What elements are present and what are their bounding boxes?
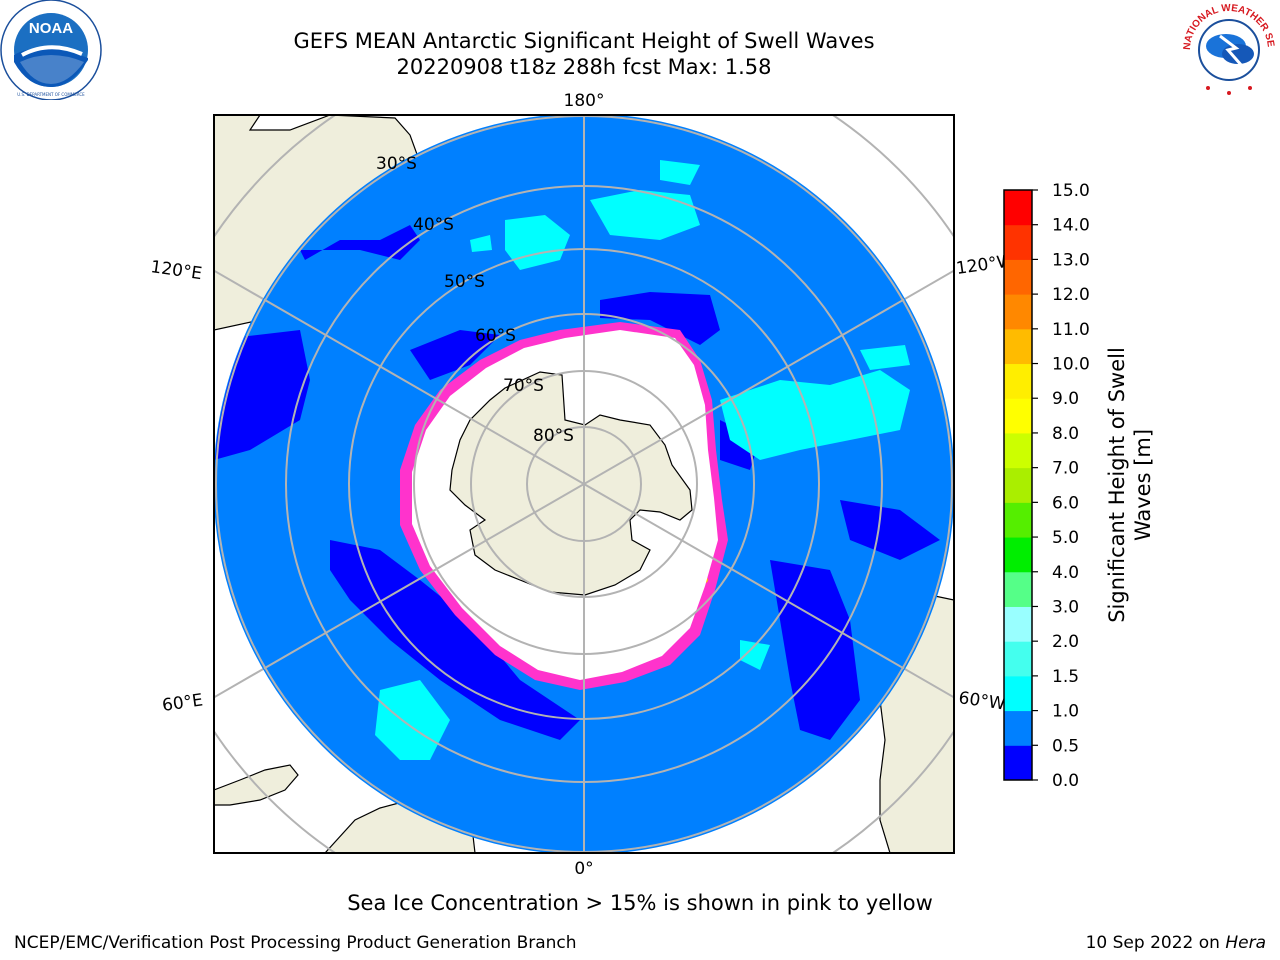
colorbar-bin xyxy=(1004,537,1032,573)
lat-label-50s: 50°S xyxy=(444,272,485,292)
colorbar-label-line-1: Significant Height of Swell xyxy=(1105,347,1129,623)
colorbar-tick-label: 8.0 xyxy=(1052,424,1079,444)
colorbar-tick-label: 1.0 xyxy=(1052,702,1079,722)
colorbar-bin xyxy=(1004,190,1032,226)
colorbar-bin xyxy=(1004,502,1032,538)
colorbar-tick-label: 11.0 xyxy=(1052,320,1090,340)
colorbar-tick-label: 9.0 xyxy=(1052,389,1079,409)
colorbar-bin xyxy=(1004,710,1032,746)
colorbar-bin xyxy=(1004,294,1032,330)
colorbar-tick-label: 4.0 xyxy=(1052,563,1079,583)
colorbar: 0.0 0.5 1.0 1.5 2.0 3.0 4.0 5.0 6.0 7.0 8.0 9.0 10.0… xyxy=(1003,181,1090,791)
national-weather-service-logo-icon: NATIONAL WEATHER SERVICE xyxy=(1178,0,1277,98)
colorbar-tick-label: 5.0 xyxy=(1052,528,1079,548)
footer-date-text: 10 Sep 2022 on xyxy=(1085,933,1226,953)
lon-label-60e: 60°E xyxy=(161,690,204,715)
title-line-2: 20220908 t18z 288h fcst Max: 1.58 xyxy=(396,55,772,79)
lat-label-80s: 80°S xyxy=(533,426,574,446)
colorbar-tick-label: 2.0 xyxy=(1052,632,1079,652)
colorbar-bin xyxy=(1004,606,1032,642)
lon-label-120e: 120°E xyxy=(149,257,203,284)
colorbar-label-line-2: Waves [m] xyxy=(1131,429,1155,541)
colorbar-bin xyxy=(1004,363,1032,399)
lon-label-180: 180° xyxy=(564,91,605,111)
colorbar-bin xyxy=(1004,259,1032,295)
title-line-1: GEFS MEAN Antarctic Significant Height o… xyxy=(293,29,875,53)
sea-ice-note: Sea Ice Concentration > 15% is shown in … xyxy=(347,891,933,915)
colorbar-bin xyxy=(1004,328,1032,365)
colorbar-tick-label: 13.0 xyxy=(1052,250,1090,270)
colorbar-tick-label: 10.0 xyxy=(1052,355,1090,375)
colorbar-tick-label: 7.0 xyxy=(1052,459,1079,479)
colorbar-tick-label: 12.0 xyxy=(1052,285,1090,305)
footer-host: Hera xyxy=(1225,933,1266,953)
colorbar-tick-label: 0.0 xyxy=(1052,771,1079,791)
colorbar-bin xyxy=(1004,224,1032,260)
lat-label-30s: 30°S xyxy=(376,154,417,174)
colorbar-bin xyxy=(1004,467,1032,503)
lat-label-70s: 70°S xyxy=(503,376,544,396)
colorbar-bin xyxy=(1004,398,1032,434)
colorbar-bin xyxy=(1004,571,1032,607)
colorbar-tick-label: 6.0 xyxy=(1052,493,1079,513)
colorbar-bin xyxy=(1004,432,1032,469)
colorbar-tick-label: 1.5 xyxy=(1052,667,1079,687)
footer-credit: NCEP/EMC/Verification Post Processing Pr… xyxy=(14,933,577,953)
land-antarctica xyxy=(449,371,693,596)
lon-label-0: 0° xyxy=(574,859,593,879)
colorbar-tick-label: 3.0 xyxy=(1052,597,1079,617)
colorbar-tick-label: 0.5 xyxy=(1052,736,1079,756)
lat-labels: 30°S 40°S 50°S 60°S 70°S 80°S xyxy=(376,154,574,446)
noaa-logo-text: NOAA xyxy=(29,20,73,37)
colorbar-bin xyxy=(1004,641,1032,677)
colorbar-bin xyxy=(1004,675,1032,712)
map-frame xyxy=(213,114,955,854)
colorbar-tick-label: 15.0 xyxy=(1052,181,1090,201)
colorbar-frame xyxy=(1003,189,1033,781)
lon-label-60w: 60°W xyxy=(957,688,1006,714)
noaa-logo-icon: NOAA U.S. DEPARTMENT OF COMMERCE xyxy=(0,0,102,100)
svg-text:U.S. DEPARTMENT OF COMMERCE: U.S. DEPARTMENT OF COMMERCE xyxy=(17,92,85,97)
map-panel xyxy=(214,115,954,853)
colorbar-bin xyxy=(1004,745,1032,781)
lat-label-60s: 60°S xyxy=(475,326,516,346)
footer-date: 10 Sep 2022 on Hera xyxy=(1086,933,1266,953)
lat-label-40s: 40°S xyxy=(413,215,454,235)
colorbar-tick-label: 14.0 xyxy=(1052,216,1090,236)
